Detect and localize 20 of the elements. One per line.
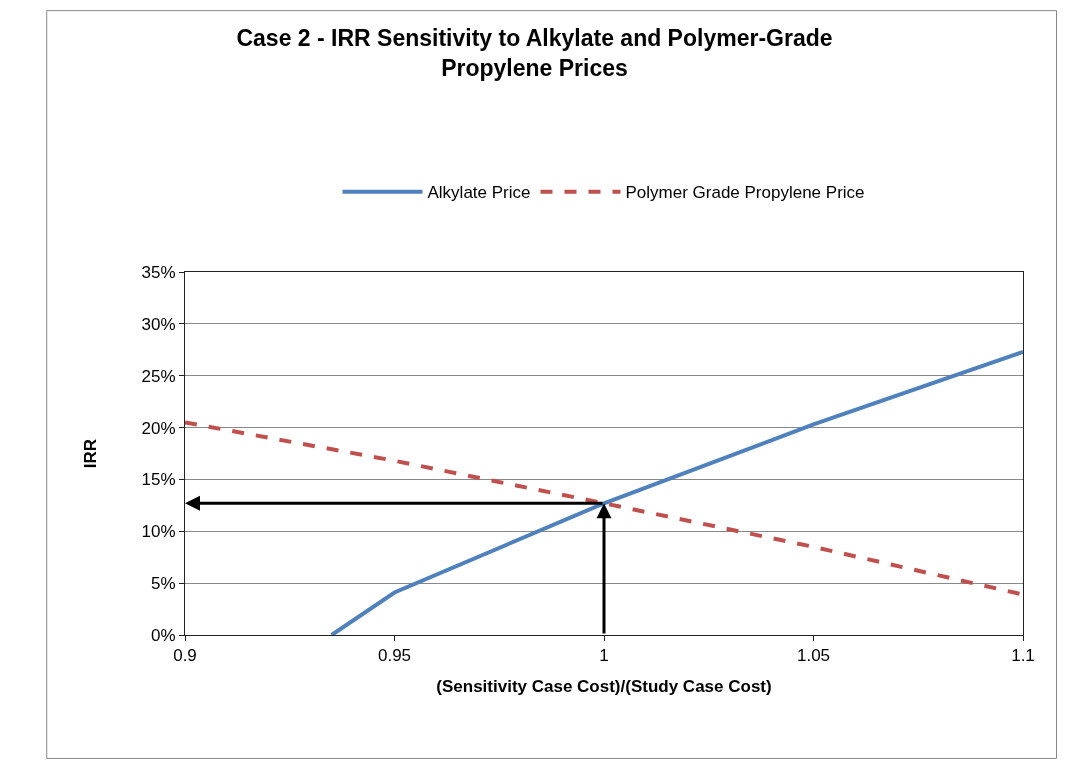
- y-tick-label: 20%: [141, 418, 176, 438]
- x-tick-label: 1.1: [1011, 646, 1035, 666]
- x-axis-title: (Sensitivity Case Cost)/(Study Case Cost): [436, 676, 772, 696]
- x-tick-label: 0.9: [173, 646, 197, 666]
- line-series: [185, 420, 1023, 597]
- x-tick-label: 1.05: [796, 646, 831, 666]
- y-tick-label: 10%: [141, 522, 176, 542]
- legend-label: Polymer Grade Propylene Price: [625, 183, 865, 203]
- chart-title: Case 2 - IRR Sensitivity to Alkylate and Polymer-Grade Propylene Prices: [236, 24, 833, 81]
- y-tick-label: 35%: [141, 262, 176, 282]
- x-tick-label: 0.95: [377, 646, 412, 666]
- y-tick-label: 30%: [141, 314, 176, 334]
- y-tick-label: 15%: [141, 470, 176, 490]
- line-series: [329, 349, 1023, 635]
- y-tick-label: 5%: [151, 574, 176, 594]
- y-tick-label: 25%: [141, 366, 176, 386]
- y-tick-label: 0%: [151, 625, 176, 645]
- y-axis-title: IRR: [81, 438, 101, 469]
- x-tick-label: 1: [599, 646, 609, 666]
- legend-label: Alkylate Price: [427, 183, 531, 203]
